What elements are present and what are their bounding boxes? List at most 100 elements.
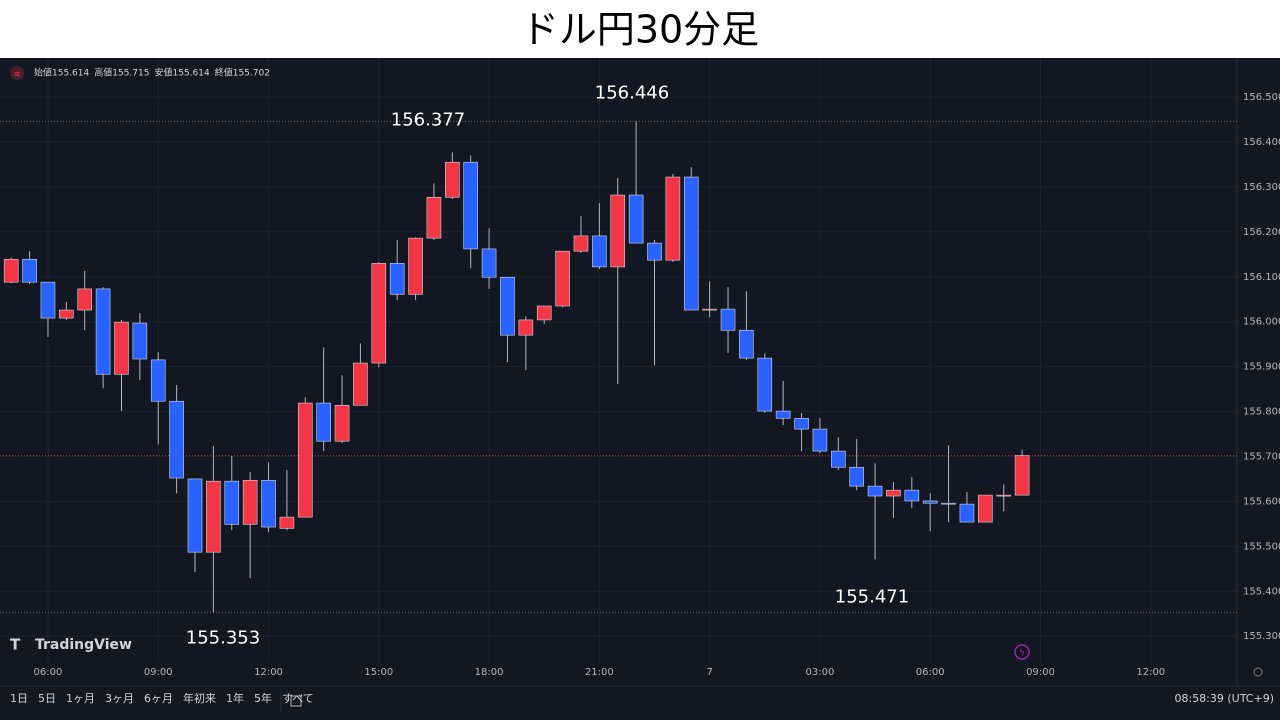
candle-body [683,176,699,311]
legend-label: 安値 [154,67,172,79]
candle-body [959,503,975,523]
x-tick-label: 03:00 [806,667,835,678]
candle-body [830,450,846,468]
candle-body [904,489,920,502]
x-tick-label: 21:00 [585,667,614,678]
candle-body [941,502,956,505]
range-button[interactable]: すべて [282,692,314,705]
y-tick-label: 156.200 [1243,227,1280,238]
y-tick-label: 155.900 [1243,362,1280,373]
symbol-icon[interactable] [10,66,24,80]
range-button[interactable]: 1ヶ月 [66,692,95,705]
candle-body [3,258,19,283]
candle-body [775,410,791,419]
candle-body [573,235,589,252]
candle-body [445,161,460,198]
range-button[interactable]: 5年 [254,691,272,705]
candle-body [812,428,828,452]
x-tick-label: 06:00 [916,667,945,678]
logo-mark: 𝗧 [10,636,21,654]
range-button[interactable]: 3ヶ月 [105,692,134,705]
x-tick-label: 12:00 [1136,667,1165,678]
chart-background [0,58,1280,720]
candle-body [886,489,901,497]
candle-body [132,322,148,360]
annotation: 156.377 [391,109,465,130]
settings-icon[interactable] [1253,667,1263,677]
candle-body [77,288,93,311]
range-button[interactable]: 1日 [10,692,28,705]
date-range-icon[interactable] [290,695,302,707]
annotation: 155.353 [186,627,260,648]
candle-body [114,321,129,375]
candle-body [408,237,423,295]
annotation: 155.471 [835,586,909,607]
candle-body [187,478,203,553]
range-button[interactable]: 5日 [38,692,56,705]
candle-body [500,276,515,336]
x-tick-label: 09:00 [1026,667,1055,678]
candle-body [592,235,607,268]
candle-body [353,362,368,406]
candle-body [628,194,644,244]
y-tick-label: 155.700 [1243,451,1280,462]
title-band [0,0,1280,58]
y-tick-label: 155.300 [1243,631,1280,642]
x-tick-label: 18:00 [475,667,504,678]
candle-body [242,479,258,525]
candle-body [316,402,331,442]
y-tick-label: 156.300 [1243,182,1280,193]
range-button[interactable]: 年初来 [183,691,216,705]
candle-body [426,196,442,239]
alert-icon-glyph: ϟ [1019,649,1025,659]
y-tick-label: 156.500 [1243,92,1280,103]
candle-body [536,305,552,321]
candle-body [206,480,221,553]
clock: 08:58:39 (UTC+9) [1174,692,1274,705]
candle-body [150,359,166,402]
candle-body [95,288,111,375]
candle-body [371,263,387,364]
candle-body [610,194,626,268]
alert-icon[interactable] [1014,644,1030,660]
candle-body [647,242,662,261]
x-tick-label: 09:00 [144,667,173,678]
x-tick-label: 06:00 [34,667,63,678]
logo-text: TradingView [35,637,132,653]
candle-body [169,400,184,479]
candle-body [849,466,864,487]
candle-body [702,308,717,311]
annotation: 156.446 [595,82,669,103]
legend-label: 終値 [215,67,233,79]
candle-body [40,281,56,319]
range-button[interactable]: 6ヶ月 [144,692,173,705]
y-tick-label: 155.600 [1243,496,1280,507]
candle-body [261,479,276,528]
range-button[interactable]: 1年 [226,691,244,705]
candle-body [867,485,883,497]
legend-value: 155.715 [112,69,149,79]
candle-body [978,494,993,523]
candle-body [720,308,736,331]
symbol-icon-glyph: ≡ [14,70,21,79]
candle-body [996,494,1012,497]
legend-value: 155.702 [233,69,270,79]
candle-body [224,480,240,525]
candle-body [297,402,313,518]
x-tick-label: 15:00 [364,667,393,678]
candle-body [555,250,570,307]
candle-body [739,329,754,359]
candle-body [665,176,681,261]
candle-body [59,309,74,319]
y-tick-label: 156.100 [1243,272,1280,283]
logo: 𝗧 TradingView [10,636,132,654]
y-tick-label: 156.400 [1243,137,1280,148]
legend-value: 155.614 [172,69,209,79]
y-tick-label: 155.800 [1243,407,1280,418]
candle-body [279,516,295,529]
candle-body [794,418,809,430]
y-tick-label: 155.400 [1243,586,1280,597]
chart-title: ドル円30分足 [521,8,759,52]
